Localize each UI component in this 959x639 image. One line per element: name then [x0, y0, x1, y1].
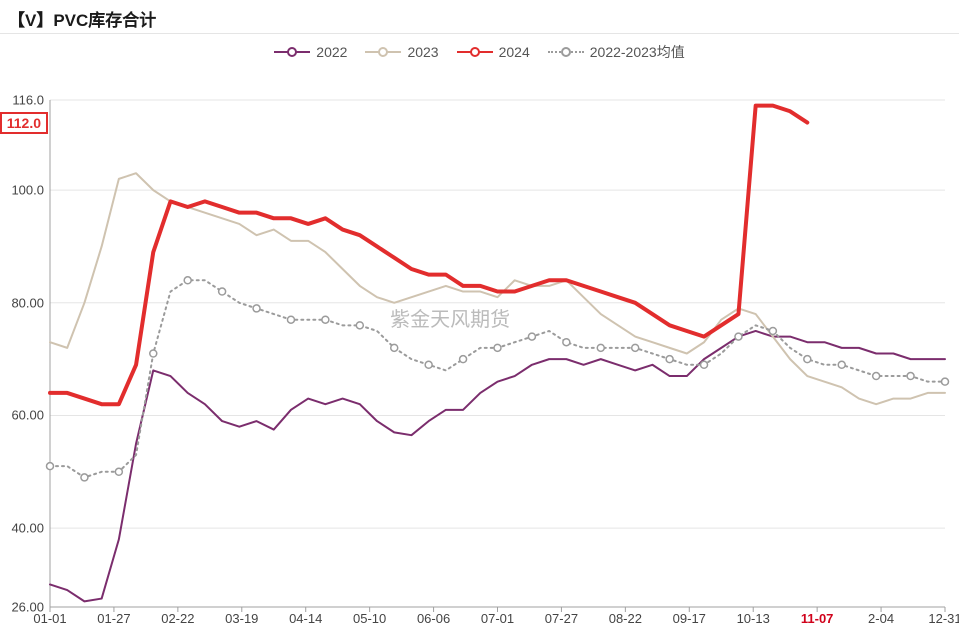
chart-container: 【V】PVC库存合计 2022 2023 2024 2022-2023均值 紫金天风期… [0, 0, 959, 639]
legend-label: 2022-2023均值 [590, 42, 685, 62]
plot-area: 紫金天风期货 26.0040.0060.0080.00100.0116.001-… [50, 100, 945, 607]
series-line [50, 331, 945, 601]
legend-label: 2023 [407, 44, 438, 60]
legend-item[interactable]: 2024 [457, 44, 530, 60]
x-tick-label: 11-07 [801, 611, 834, 626]
x-tick-label: 2-04 [868, 611, 894, 626]
y-tick-label: 40.00 [11, 521, 44, 536]
title-bar: 【V】PVC库存合计 [0, 0, 959, 34]
x-tick-label: 08-22 [609, 611, 642, 626]
x-tick-label: 02-22 [161, 611, 194, 626]
x-tick-label: 03-19 [225, 611, 258, 626]
x-tick-label: 07-27 [545, 611, 578, 626]
legend-item[interactable]: 2023 [365, 44, 438, 60]
y-tick-label: 80.00 [11, 295, 44, 310]
x-tick-label: 01-01 [33, 611, 66, 626]
legend-marker [274, 46, 310, 58]
series-line [50, 106, 807, 405]
x-tick-label: 04-14 [289, 611, 322, 626]
legend-item[interactable]: 2022 [274, 44, 347, 60]
y-callout: 112.0 [0, 112, 48, 134]
legend-marker [365, 46, 401, 58]
legend-marker [548, 46, 584, 58]
x-tick-label: 07-01 [481, 611, 514, 626]
y-tick-label: 116.0 [12, 93, 44, 108]
x-tick-label: 01-27 [97, 611, 130, 626]
series-line [50, 280, 945, 477]
x-tick-label: 05-10 [353, 611, 386, 626]
plot-svg [50, 100, 945, 607]
legend-item[interactable]: 2022-2023均值 [548, 42, 685, 62]
legend-label: 2022 [316, 44, 347, 60]
chart-title: 【V】PVC库存合计 [8, 6, 156, 31]
y-tick-label: 60.00 [11, 408, 44, 423]
y-tick-label: 100.0 [11, 183, 44, 198]
x-tick-label: 10-13 [737, 611, 770, 626]
x-tick-label: 12-31 [928, 611, 959, 626]
legend-marker [457, 46, 493, 58]
legend-label: 2024 [499, 44, 530, 60]
legend: 2022 2023 2024 2022-2023均值 [0, 34, 959, 66]
x-tick-label: 06-06 [417, 611, 450, 626]
x-tick-label: 09-17 [673, 611, 706, 626]
